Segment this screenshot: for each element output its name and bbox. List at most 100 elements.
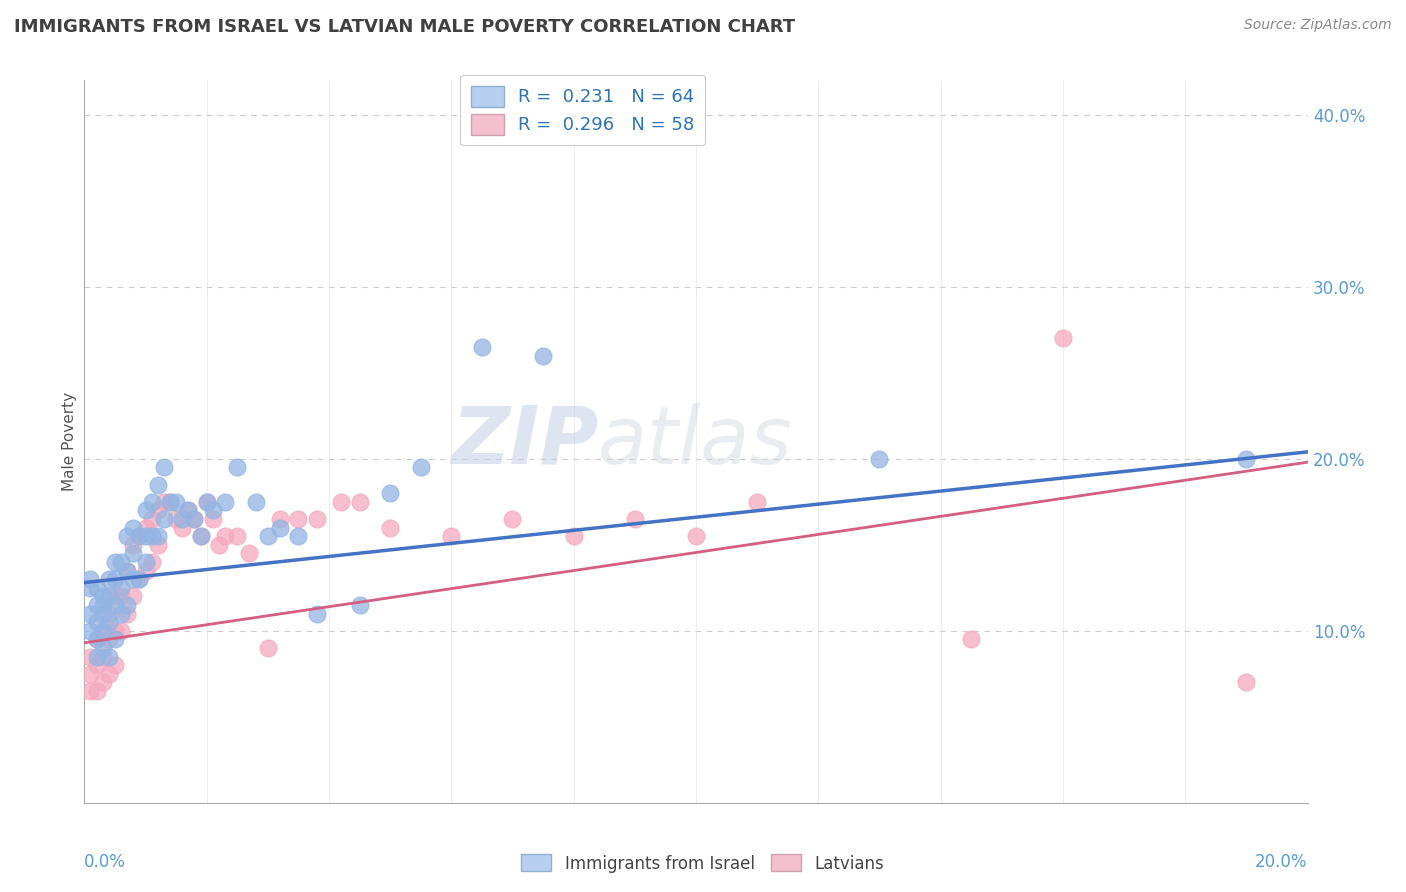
- Point: [159, 494, 181, 508]
- Point: [305, 512, 328, 526]
- Point: [349, 598, 371, 612]
- Point: [409, 460, 432, 475]
- Point: [115, 529, 138, 543]
- Point: [141, 512, 163, 526]
- Y-axis label: Male Poverty: Male Poverty: [62, 392, 77, 491]
- Point: [128, 572, 150, 586]
- Legend: Immigrants from Israel, Latvians: Immigrants from Israel, Latvians: [515, 847, 891, 880]
- Point: [122, 572, 145, 586]
- Point: [165, 494, 187, 508]
- Point: [128, 572, 150, 586]
- Point: [146, 503, 169, 517]
- Point: [122, 546, 145, 560]
- Point: [172, 512, 194, 526]
- Point: [79, 607, 101, 621]
- Point: [128, 529, 150, 543]
- Point: [115, 598, 138, 612]
- Point: [146, 538, 169, 552]
- Point: [122, 590, 145, 604]
- Point: [330, 494, 353, 508]
- Point: [122, 520, 145, 534]
- Point: [79, 649, 101, 664]
- Point: [141, 494, 163, 508]
- Point: [562, 529, 585, 543]
- Point: [110, 581, 132, 595]
- Point: [86, 632, 108, 647]
- Point: [190, 529, 212, 543]
- Point: [624, 512, 647, 526]
- Point: [257, 640, 280, 655]
- Point: [685, 529, 707, 543]
- Point: [91, 624, 114, 638]
- Point: [110, 607, 132, 621]
- Point: [135, 555, 157, 569]
- Point: [201, 512, 224, 526]
- Point: [97, 590, 120, 604]
- Point: [104, 624, 127, 638]
- Point: [115, 607, 138, 621]
- Point: [86, 615, 108, 630]
- Point: [86, 598, 108, 612]
- Point: [97, 632, 120, 647]
- Point: [153, 460, 176, 475]
- Point: [104, 598, 127, 612]
- Point: [79, 572, 101, 586]
- Point: [269, 520, 291, 534]
- Point: [1236, 451, 1258, 466]
- Point: [502, 512, 524, 526]
- Point: [91, 649, 114, 664]
- Point: [226, 529, 249, 543]
- Point: [195, 494, 218, 508]
- Point: [110, 624, 132, 638]
- Point: [1052, 331, 1074, 345]
- Point: [226, 460, 249, 475]
- Point: [190, 529, 212, 543]
- Point: [97, 615, 120, 630]
- Point: [183, 512, 205, 526]
- Point: [471, 340, 494, 354]
- Point: [91, 598, 114, 612]
- Point: [531, 349, 554, 363]
- Point: [79, 624, 101, 638]
- Point: [146, 529, 169, 543]
- Point: [208, 538, 231, 552]
- Point: [869, 451, 891, 466]
- Point: [135, 520, 157, 534]
- Text: Source: ZipAtlas.com: Source: ZipAtlas.com: [1244, 18, 1392, 32]
- Point: [201, 503, 224, 517]
- Point: [141, 529, 163, 543]
- Point: [238, 546, 260, 560]
- Point: [747, 494, 769, 508]
- Point: [380, 486, 402, 500]
- Point: [141, 555, 163, 569]
- Point: [104, 555, 127, 569]
- Point: [159, 494, 181, 508]
- Point: [79, 684, 101, 698]
- Point: [287, 529, 309, 543]
- Point: [86, 632, 108, 647]
- Point: [86, 658, 108, 673]
- Point: [91, 624, 114, 638]
- Point: [91, 640, 114, 655]
- Point: [135, 503, 157, 517]
- Point: [177, 503, 200, 517]
- Point: [97, 666, 120, 681]
- Point: [115, 564, 138, 578]
- Point: [79, 666, 101, 681]
- Point: [305, 607, 328, 621]
- Point: [214, 494, 236, 508]
- Point: [183, 512, 205, 526]
- Point: [440, 529, 463, 543]
- Point: [86, 684, 108, 698]
- Point: [91, 675, 114, 690]
- Point: [97, 607, 120, 621]
- Point: [257, 529, 280, 543]
- Point: [104, 658, 127, 673]
- Point: [146, 477, 169, 491]
- Point: [165, 512, 187, 526]
- Point: [269, 512, 291, 526]
- Point: [110, 555, 132, 569]
- Point: [104, 572, 127, 586]
- Point: [110, 590, 132, 604]
- Point: [172, 520, 194, 534]
